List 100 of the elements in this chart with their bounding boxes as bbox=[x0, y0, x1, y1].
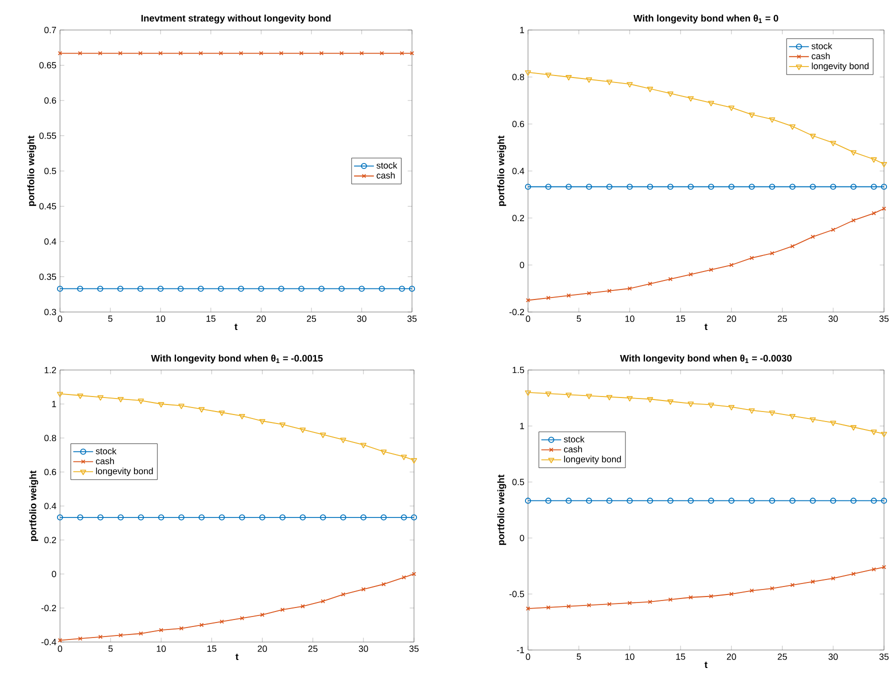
point bbox=[789, 184, 796, 190]
point bbox=[410, 458, 418, 464]
point bbox=[606, 394, 612, 400]
y-tick-label: 0.5 bbox=[512, 478, 524, 486]
x-tick-label: 15 bbox=[206, 316, 216, 322]
point bbox=[769, 410, 776, 416]
point bbox=[750, 256, 754, 260]
point bbox=[708, 402, 714, 408]
x-axis-title: t bbox=[236, 654, 238, 660]
x-tick-label: 25 bbox=[308, 646, 318, 652]
y-tick-label: 0.6 bbox=[512, 120, 524, 128]
point bbox=[688, 595, 693, 600]
point bbox=[790, 244, 795, 248]
chart-title: With longevity bond when θ$_{1}$ = -0.0030 bbox=[620, 354, 792, 364]
point bbox=[688, 96, 694, 102]
point bbox=[708, 184, 714, 190]
x-tick-label: 5 bbox=[576, 316, 581, 322]
x-tick-label: 35 bbox=[879, 316, 889, 322]
point bbox=[830, 184, 836, 190]
point bbox=[606, 184, 612, 190]
point bbox=[748, 498, 755, 504]
point bbox=[728, 405, 734, 410]
point bbox=[789, 498, 796, 504]
point bbox=[159, 628, 164, 632]
point bbox=[750, 588, 754, 593]
x-tick-label: 15 bbox=[676, 316, 686, 322]
x-tick-label: 25 bbox=[778, 654, 787, 660]
y-tick-label: 0 bbox=[520, 262, 524, 268]
point bbox=[628, 600, 632, 606]
y-axis-title: portfolio weight bbox=[27, 136, 36, 206]
point bbox=[729, 592, 734, 596]
point bbox=[118, 633, 123, 638]
point bbox=[158, 514, 164, 520]
legend-label: longevity bond bbox=[812, 62, 869, 71]
legend-label: stock bbox=[564, 436, 585, 442]
point bbox=[138, 514, 144, 520]
point bbox=[810, 417, 816, 423]
x-tick-label: 10 bbox=[156, 316, 166, 322]
point bbox=[97, 514, 104, 520]
point bbox=[586, 603, 592, 608]
point bbox=[748, 112, 755, 118]
x-tick-label: 35 bbox=[409, 646, 419, 652]
y-tick-label: 0.2 bbox=[44, 536, 56, 544]
x-tick-label: 20 bbox=[726, 654, 736, 660]
point bbox=[870, 430, 877, 436]
point bbox=[708, 100, 714, 106]
point bbox=[320, 432, 326, 438]
point bbox=[545, 184, 552, 190]
x-tick-label: 15 bbox=[676, 654, 686, 660]
point bbox=[118, 514, 124, 520]
point bbox=[647, 397, 654, 403]
y-tick-label: 1.5 bbox=[512, 366, 524, 374]
point bbox=[626, 396, 633, 402]
point bbox=[708, 268, 714, 272]
y-tick-label: -0.2 bbox=[41, 604, 56, 612]
y-tick-label: 0.4 bbox=[44, 238, 56, 245]
point bbox=[380, 450, 387, 456]
point bbox=[158, 402, 164, 408]
point bbox=[810, 498, 816, 504]
point bbox=[880, 432, 888, 438]
x-tick-label: 30 bbox=[828, 316, 838, 322]
point bbox=[607, 288, 612, 293]
point bbox=[770, 251, 774, 256]
point bbox=[607, 602, 612, 606]
point bbox=[97, 395, 104, 401]
y-tick-label: -1 bbox=[516, 646, 524, 654]
point bbox=[300, 514, 306, 520]
point bbox=[688, 498, 694, 504]
y-tick-label: 1 bbox=[520, 422, 524, 430]
legend-label: longevity bond bbox=[564, 456, 621, 464]
x-tick-label: 35 bbox=[407, 316, 417, 322]
point bbox=[340, 438, 346, 444]
point bbox=[239, 514, 246, 520]
x-axis-title: t bbox=[704, 324, 708, 330]
y-tick-label: 0.3 bbox=[44, 308, 56, 316]
y-tick-label: 0.4 bbox=[512, 168, 524, 174]
point bbox=[280, 608, 285, 612]
x-tick-label: 0 bbox=[58, 316, 62, 322]
x-tick-label: 0 bbox=[58, 646, 62, 652]
point bbox=[239, 414, 246, 420]
point bbox=[179, 626, 184, 631]
point bbox=[138, 398, 144, 404]
y-tick-label: 0 bbox=[52, 570, 56, 578]
legend-label: longevity bond bbox=[96, 468, 153, 476]
x-tick-label: 5 bbox=[108, 646, 113, 652]
point bbox=[320, 599, 326, 604]
point bbox=[545, 392, 552, 397]
point bbox=[870, 184, 877, 190]
point bbox=[118, 396, 124, 402]
point bbox=[98, 634, 103, 640]
y-tick-label: 1.2 bbox=[44, 366, 56, 374]
point bbox=[586, 394, 592, 400]
point bbox=[218, 410, 225, 416]
point bbox=[259, 514, 266, 520]
point bbox=[545, 498, 552, 504]
point bbox=[748, 184, 755, 190]
y-tick-label: 0.4 bbox=[44, 502, 56, 510]
x-tick-label: 25 bbox=[778, 316, 787, 322]
x-tick-label: 20 bbox=[726, 316, 736, 322]
point bbox=[628, 286, 632, 291]
